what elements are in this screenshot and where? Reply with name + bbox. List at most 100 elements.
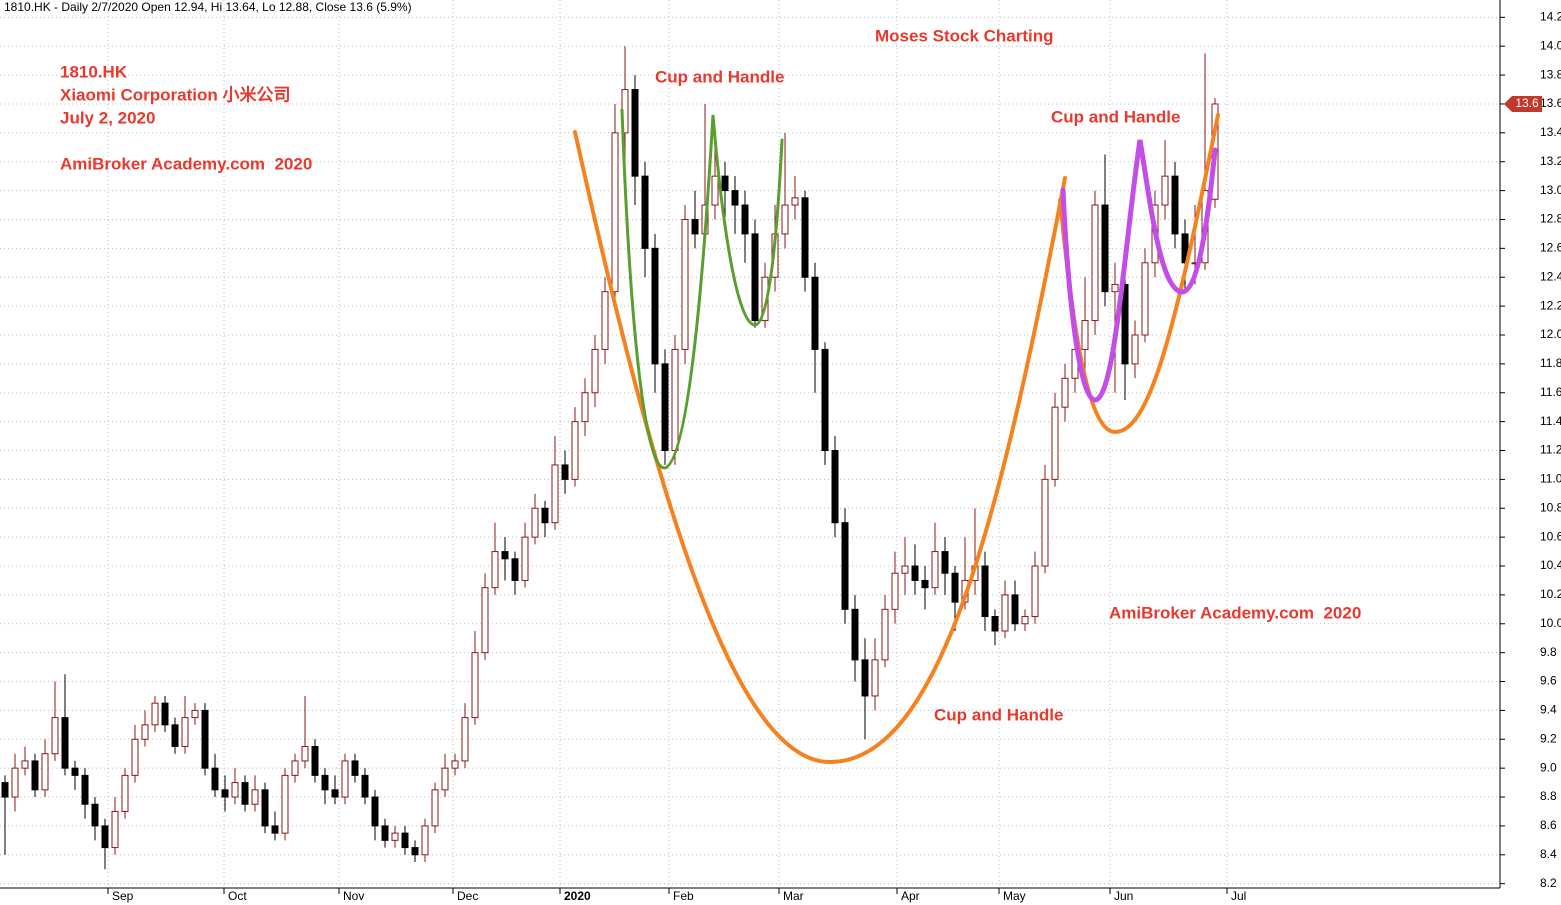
- candle-body: [81, 774, 89, 805]
- candle-body: [271, 825, 279, 834]
- candle-body: [831, 449, 839, 524]
- y-tick-label: 10.2: [1540, 587, 1561, 601]
- candle-body: [741, 204, 749, 235]
- candle-body: [951, 572, 959, 603]
- x-tick-label: Feb: [673, 889, 694, 903]
- candle-body: [221, 789, 229, 798]
- candle-body: [501, 551, 509, 560]
- candle-body: [651, 247, 659, 365]
- candle-body: [461, 717, 469, 762]
- candle-body: [941, 551, 949, 574]
- y-tick-label: 13.8: [1540, 67, 1561, 81]
- candle-body: [1171, 175, 1179, 235]
- candle-body: [161, 702, 169, 726]
- candle-body: [401, 832, 409, 849]
- candle-body: [1041, 478, 1049, 567]
- candle-body: [861, 659, 869, 697]
- y-tick-label: 13.0: [1540, 183, 1561, 197]
- candle-body: [131, 738, 139, 776]
- candle-body: [101, 825, 109, 849]
- candle-body: [681, 218, 689, 350]
- cup-curve: [1060, 139, 1218, 403]
- candle-body: [251, 789, 259, 805]
- candle-body: [11, 767, 19, 798]
- candle-body: [871, 659, 879, 697]
- candle-body: [581, 392, 589, 423]
- price-tag: [1504, 95, 1542, 112]
- candle-body: [1121, 283, 1129, 365]
- candle-body: [451, 760, 459, 769]
- candle-body: [991, 616, 999, 632]
- y-tick-label: 8.4: [1540, 847, 1557, 861]
- annotation: Xiaomi Corporation 小米公司: [60, 84, 290, 104]
- candle-body: [231, 782, 239, 798]
- candle-body: [781, 204, 789, 235]
- y-tick-label: 9.6: [1540, 674, 1557, 688]
- candle-body: [321, 774, 329, 791]
- annotation: Cup and Handle: [655, 67, 784, 86]
- candle-body: [751, 233, 759, 322]
- grid: [0, 0, 1500, 888]
- y-tick-label: 11.6: [1540, 385, 1561, 399]
- candle-body: [891, 572, 899, 610]
- candle-body: [521, 536, 529, 581]
- annotation: Cup and Handle: [1051, 107, 1180, 126]
- candle-body: [851, 608, 859, 661]
- candle-body: [331, 789, 339, 798]
- candle-body: [21, 760, 29, 769]
- candle-body: [1131, 334, 1139, 365]
- x-tick-label: Oct: [228, 889, 247, 903]
- cup-curve: [620, 108, 784, 470]
- candle-body: [791, 197, 799, 206]
- candle-body: [491, 551, 499, 589]
- candle-body: [721, 175, 729, 192]
- annotation: 1810.HK: [60, 62, 128, 81]
- candle-body: [1101, 204, 1109, 293]
- candle-body: [291, 760, 299, 776]
- y-tick-label: 8.6: [1540, 818, 1557, 832]
- candle-body: [481, 587, 489, 654]
- x-tick-label: Jun: [1114, 889, 1133, 903]
- candle-body: [1111, 283, 1119, 293]
- candle-body: [881, 608, 889, 661]
- candle-body: [191, 709, 199, 719]
- candle-body: [361, 774, 369, 798]
- candle-body: [671, 348, 679, 451]
- candle-body: [151, 702, 159, 726]
- candle-body: [371, 796, 379, 827]
- candle-body: [641, 175, 649, 249]
- candle-body: [301, 745, 309, 762]
- candle-body: [1031, 565, 1039, 618]
- candle-body: [911, 565, 919, 581]
- candle-body: [411, 847, 419, 856]
- annotation: AmiBroker Academy.com 2020: [1109, 603, 1361, 622]
- candle-body: [241, 782, 249, 805]
- y-tick-label: 12.2: [1540, 298, 1561, 312]
- candle-body: [531, 507, 539, 538]
- candle-body: [981, 565, 989, 618]
- candle-body: [421, 825, 429, 856]
- y-tick-label: 13.6: [1540, 96, 1561, 110]
- y-tick-label: 10.0: [1540, 616, 1561, 630]
- y-tick-label: 12.4: [1540, 269, 1561, 283]
- candle-body: [541, 507, 549, 524]
- candle-body: [261, 789, 269, 827]
- y-tick-label: 8.2: [1540, 876, 1557, 890]
- candle-body: [201, 709, 209, 769]
- candle-body: [31, 760, 39, 791]
- candle-body: [601, 291, 609, 350]
- y-tick-label: 11.0: [1540, 472, 1561, 486]
- candle-body: [1091, 204, 1099, 322]
- candle-body: [1021, 616, 1029, 625]
- candle-body: [1011, 594, 1019, 625]
- x-tick-label: May: [1003, 889, 1026, 903]
- candle-body: [511, 558, 519, 581]
- candle-body: [1141, 262, 1149, 336]
- candle-body: [551, 464, 559, 524]
- candle-body: [311, 745, 319, 776]
- candle-body: [351, 760, 359, 776]
- candle-body: [1, 782, 9, 798]
- candle-body: [731, 190, 739, 206]
- annotation: July 2, 2020: [60, 108, 155, 127]
